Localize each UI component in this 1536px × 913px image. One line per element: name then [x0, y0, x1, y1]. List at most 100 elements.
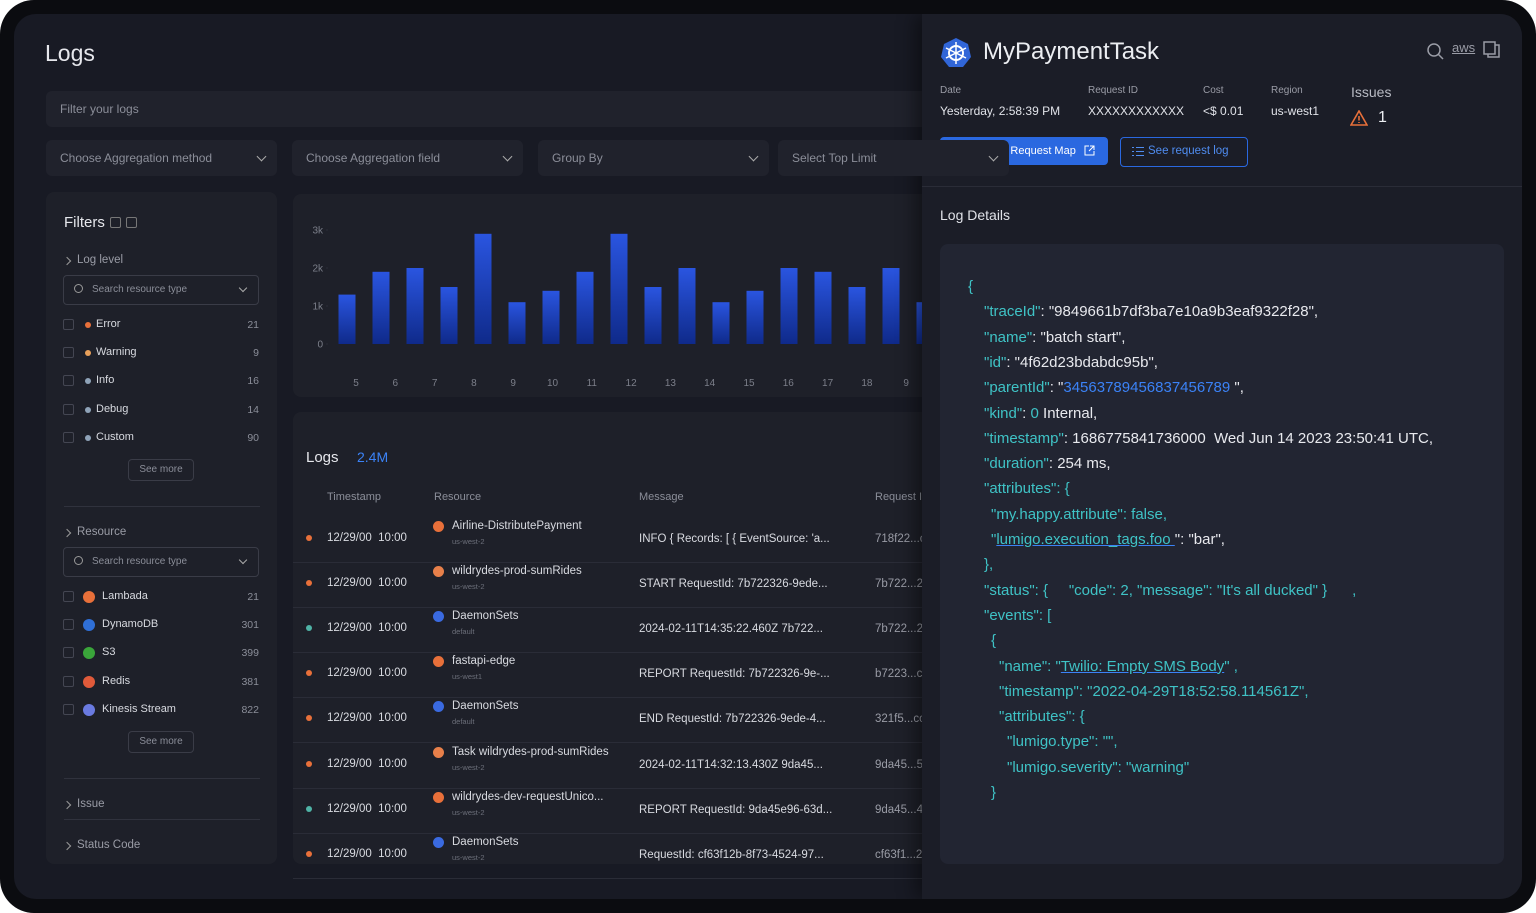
resource-name[interactable]: DaemonSets	[452, 835, 519, 848]
meta-value: Yesterday, 2:58:39 PM	[940, 104, 1061, 118]
resource-name[interactable]: Airline-DistributePayment	[452, 520, 582, 532]
checkbox[interactable]	[63, 619, 74, 631]
json-token: "id"	[984, 353, 1007, 371]
column-header: Resource	[434, 491, 482, 503]
x-tick-label: 5	[353, 378, 359, 389]
timestamp: 12/29/00 10:00	[327, 712, 407, 725]
json-token: lumigo.execution_tags.foo	[996, 531, 1175, 548]
x-tick-label: 16	[783, 378, 795, 389]
level-dot	[85, 434, 91, 441]
checkbox[interactable]	[63, 319, 74, 330]
checkbox[interactable]	[63, 375, 74, 387]
level-dot	[306, 625, 312, 632]
filter-count: 822	[241, 703, 259, 716]
request-id: b7223...c	[875, 668, 923, 681]
y-tick-label: 2k	[312, 264, 324, 275]
json-line: "lumigo.severity": "warning"	[1007, 755, 1189, 780]
json-token: "attributes": {	[999, 708, 1085, 726]
bar	[678, 268, 696, 344]
resource-name[interactable]: Task wildrydes-prod-sumRides	[452, 745, 609, 758]
json-token: : 254 ms,	[1048, 455, 1111, 473]
json-line: "duration": 254 ms,	[984, 451, 1111, 476]
message: END RequestId: 7b722326-9ede-4...	[639, 713, 826, 726]
chevron-right	[62, 256, 72, 266]
bar	[780, 268, 798, 344]
filter-input[interactable]: Filter your logs	[46, 91, 946, 127]
see-more-button[interactable]: See more	[128, 731, 194, 753]
checkbox[interactable]	[63, 347, 74, 359]
checkbox[interactable]	[63, 591, 74, 602]
dropdown[interactable]: Select Top Limit	[778, 140, 1009, 176]
section-title[interactable]: Status Code	[77, 839, 141, 851]
filter-label: Lambada	[102, 590, 148, 602]
x-tick-label: 10	[547, 378, 559, 389]
expand-icon[interactable]	[110, 217, 121, 228]
resource-name[interactable]: wildrydes-prod-sumRides	[452, 565, 582, 578]
filter-label: Error	[96, 318, 121, 330]
x-tick-label: 18	[861, 378, 873, 389]
collapse-icon[interactable]	[126, 217, 137, 228]
json-line: "my.happy.attribute": false,	[991, 502, 1167, 527]
json-line: }	[991, 780, 996, 805]
bar	[610, 233, 628, 344]
row-divider	[293, 607, 993, 609]
filter-count: 21	[247, 591, 259, 603]
search-box[interactable]: Search resource type	[63, 275, 259, 305]
resource-icon	[433, 656, 444, 668]
x-tick-label: 8	[471, 378, 477, 389]
json-line: "timestamp": 1686775841736000 Wed Jun 14…	[984, 426, 1433, 451]
search-placeholder: Search resource type	[92, 284, 188, 295]
detail-drawer: MyPaymentTask aws Issues 1 See Full Requ…	[922, 14, 1522, 899]
resource-icon	[433, 701, 444, 713]
json-line: "attributes": {	[999, 704, 1085, 729]
meta-label: Request ID	[1088, 85, 1139, 96]
bar	[576, 271, 594, 344]
request-id: 9da45...4	[875, 803, 923, 816]
message: REPORT RequestId: 7b722326-9e-...	[639, 668, 830, 681]
section-title[interactable]: Log level	[77, 254, 124, 266]
resource-name[interactable]: DaemonSets	[452, 700, 519, 713]
column-header: Request ID	[875, 491, 931, 503]
dropdown[interactable]: Group By	[538, 140, 769, 176]
checkbox[interactable]	[63, 403, 74, 415]
json-token: }	[991, 784, 997, 801]
bar	[474, 233, 492, 344]
section-title[interactable]: Issue	[77, 798, 105, 810]
level-dot	[306, 760, 312, 767]
json-line: "timestamp": "2022-04-29T18:52:58.114561…	[999, 679, 1309, 704]
resource-name[interactable]: fastapi-edge	[452, 655, 516, 668]
column-header: Timestamp	[327, 491, 381, 503]
json-token: Twilio: Empty SMS Body	[1060, 657, 1225, 675]
checkbox[interactable]	[63, 431, 74, 443]
resource-icon	[83, 703, 95, 716]
json-line: "attributes": {	[984, 476, 1070, 501]
logs-title: Logs	[306, 449, 339, 466]
button-label: See request log	[1148, 145, 1229, 157]
row-divider	[293, 877, 993, 879]
screen: Logs Filter your logs Filters Log level S…	[14, 14, 1522, 899]
checkbox[interactable]	[63, 703, 74, 715]
message: START RequestId: 7b722326-9ede...	[639, 578, 828, 591]
checkbox[interactable]	[63, 647, 74, 659]
filter-count: 21	[247, 319, 259, 331]
k8s-icon	[941, 38, 971, 67]
checkbox[interactable]	[63, 675, 74, 687]
dropdown[interactable]: Choose Aggregation method	[46, 140, 277, 176]
chevron-right	[62, 528, 72, 538]
request-log-button[interactable]: See request log	[1120, 137, 1248, 167]
resource-name[interactable]: wildrydes-dev-requestUnico...	[452, 790, 604, 803]
see-more-button[interactable]: See more	[128, 459, 194, 481]
dropdown[interactable]: Choose Aggregation field	[292, 140, 523, 176]
resource-name[interactable]: DaemonSets	[452, 610, 519, 623]
json-line: "name": "batch start",	[984, 325, 1125, 350]
bar	[712, 302, 730, 344]
meta-value: XXXXXXXXXXXX	[1088, 104, 1185, 118]
search-box[interactable]: Search resource type	[63, 547, 259, 577]
filters-title: Filters	[64, 214, 105, 231]
filter-label: Debug	[96, 402, 129, 415]
chevron	[238, 283, 248, 293]
aws-icon[interactable]: aws	[1452, 40, 1476, 55]
filter-count: 16	[247, 375, 259, 388]
level-dot	[306, 580, 312, 587]
section-title[interactable]: Resource	[77, 526, 127, 538]
